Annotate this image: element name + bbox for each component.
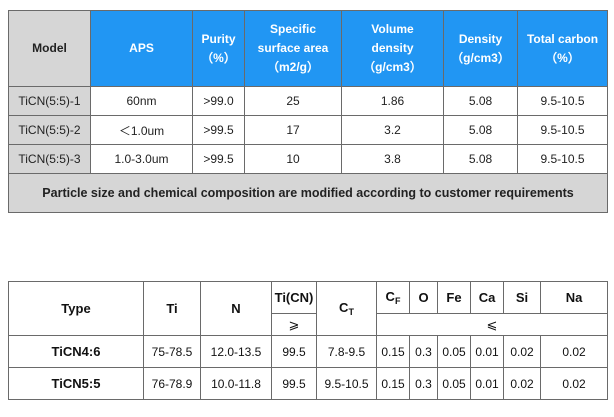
surface-area-header: Specific surface area （m2/g）	[244, 10, 342, 87]
ssa-header-line3: （m2/g）	[266, 60, 319, 74]
cf-header-subscript: F	[394, 296, 401, 306]
header-row: Model APS Purity （%） Specific surface ar…	[8, 10, 608, 87]
o-header: O	[409, 281, 438, 314]
type-cell: TiCN4:6	[8, 335, 144, 368]
fe-cell: 0.05	[437, 335, 471, 368]
si-cell: 0.02	[503, 367, 541, 400]
carbon-header-line1: Total carbon	[526, 31, 599, 46]
n-header: N	[200, 281, 272, 336]
vd-header-line1: Volume	[371, 22, 414, 36]
carbon-cell: 9.5-10.5	[517, 144, 608, 174]
customization-note: Particle size and chemical composition a…	[8, 173, 608, 213]
model-header: Model	[8, 10, 91, 87]
carbon-cell: 9.5-10.5	[517, 86, 608, 116]
ct-cell: 7.8-9.5	[316, 335, 377, 368]
ct-header: CT	[316, 281, 377, 336]
ssa-header-line2: surface area	[257, 41, 329, 55]
volume-density-header: Volume density （g/cm3）	[341, 10, 444, 87]
header-row: Type Ti N Ti(CN) CT CF O Fe Ca Si Na	[8, 281, 608, 336]
vd-cell: 3.8	[341, 144, 444, 174]
composition-table: Type Ti N Ti(CN) CT CF O Fe Ca Si Na ⩾ ⩽…	[8, 281, 608, 400]
purity-header-line2: （%）	[201, 50, 236, 65]
n-cell: 10.0-11.8	[200, 367, 272, 400]
ticn-header: Ti(CN)	[271, 281, 317, 314]
si-cell: 0.02	[503, 335, 541, 368]
aps-cell: ＜1.0um	[90, 115, 193, 145]
na-header: Na	[540, 281, 608, 314]
purity-header-line1: Purity	[201, 31, 236, 46]
le-symbol: ⩽	[376, 313, 608, 336]
cf-cell: 0.15	[376, 367, 410, 400]
density-header: Density （g/cm3）	[443, 10, 518, 87]
vd-cell: 3.2	[341, 115, 444, 145]
density-header-line2: （g/cm3）	[451, 50, 510, 65]
ge-symbol: ⩾	[271, 313, 317, 336]
cf-cell: 0.15	[376, 335, 410, 368]
vd-header-line3: （g/cm3）	[363, 60, 422, 74]
fe-header: Fe	[437, 281, 471, 314]
ct-header-letter: C	[339, 300, 349, 315]
ssa-cell: 10	[244, 144, 342, 174]
n-cell: 12.0-13.5	[200, 335, 272, 368]
si-header: Si	[503, 281, 541, 314]
purity-header: Purity （%）	[192, 10, 245, 87]
table-row: TiCN5:5 76-78.9 10.0-11.8 99.5 9.5-10.5 …	[8, 367, 608, 400]
table-row: TiCN(5:5)-3 1.0-3.0um >99.5 10 3.8 5.08 …	[8, 144, 608, 174]
cf-header: CF	[376, 281, 410, 314]
ssa-cell: 25	[244, 86, 342, 116]
purity-cell: >99.5	[192, 115, 245, 145]
ssa-cell: 17	[244, 115, 342, 145]
vd-cell: 1.86	[341, 86, 444, 116]
ca-cell: 0.01	[470, 367, 504, 400]
carbon-cell: 9.5-10.5	[517, 115, 608, 145]
table-row: TiCN(5:5)-1 60nm >99.0 25 1.86 5.08 9.5-…	[8, 86, 608, 116]
powder-spec-table: Model APS Purity （%） Specific surface ar…	[8, 10, 608, 213]
aps-cell: 60nm	[90, 86, 193, 116]
total-carbon-header: Total carbon （%）	[517, 10, 608, 87]
ca-header: Ca	[470, 281, 504, 314]
na-cell: 0.02	[540, 335, 608, 368]
density-header-line1: Density	[458, 31, 503, 46]
model-cell: TiCN(5:5)-3	[8, 144, 91, 174]
density-cell: 5.08	[443, 144, 518, 174]
model-cell: TiCN(5:5)-1	[8, 86, 91, 116]
density-cell: 5.08	[443, 115, 518, 145]
fe-cell: 0.05	[437, 367, 471, 400]
ssa-header-line1: Specific	[269, 22, 317, 36]
o-cell: 0.3	[409, 367, 438, 400]
aps-header: APS	[90, 10, 193, 87]
ca-cell: 0.01	[470, 335, 504, 368]
vd-header-line2: density	[371, 41, 414, 55]
aps-cell: 1.0-3.0um	[90, 144, 193, 174]
model-cell: TiCN(5:5)-2	[8, 115, 91, 145]
cf-header-letter: C	[385, 289, 395, 304]
table-row: TiCN4:6 75-78.5 12.0-13.5 99.5 7.8-9.5 0…	[8, 335, 608, 368]
carbon-header-line2: （%）	[545, 50, 580, 65]
ti-header: Ti	[143, 281, 201, 336]
na-cell: 0.02	[540, 367, 608, 400]
ticn-cell: 99.5	[271, 367, 317, 400]
type-cell: TiCN5:5	[8, 367, 144, 400]
density-cell: 5.08	[443, 86, 518, 116]
ct-cell: 9.5-10.5	[316, 367, 377, 400]
table-row: TiCN(5:5)-2 ＜1.0um >99.5 17 3.2 5.08 9.5…	[8, 115, 608, 145]
o-cell: 0.3	[409, 335, 438, 368]
ct-header-subscript: T	[348, 307, 354, 317]
footer-row: Particle size and chemical composition a…	[8, 173, 608, 213]
purity-cell: >99.0	[192, 86, 245, 116]
ti-cell: 75-78.5	[143, 335, 201, 368]
ti-cell: 76-78.9	[143, 367, 201, 400]
ticn-cell: 99.5	[271, 335, 317, 368]
purity-cell: >99.5	[192, 144, 245, 174]
type-header: Type	[8, 281, 144, 336]
